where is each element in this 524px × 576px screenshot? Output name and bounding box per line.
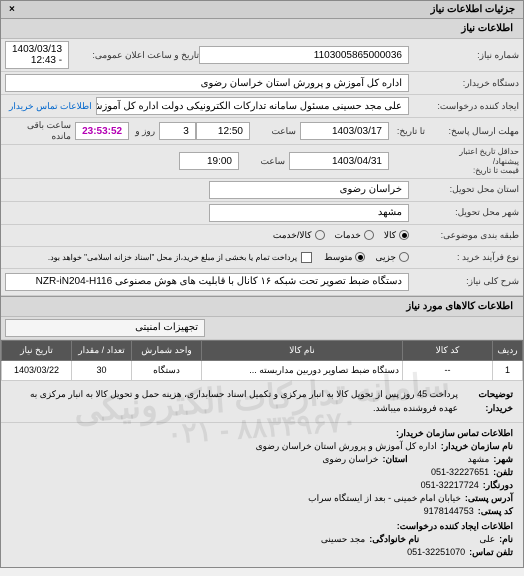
panel-header: جزئیات اطلاعات نیاز × — [1, 1, 523, 19]
description-block: توضیحات خریدار: پرداخت 45 روز پس از تحوی… — [1, 381, 523, 423]
pub-date-field: 1403/03/13 - 12:43 — [5, 41, 69, 69]
treasury-checkbox[interactable] — [301, 252, 312, 263]
info-addr: آدرس پستی:خیابان امام خمینی - بعد از ایس… — [1, 492, 523, 505]
table-row[interactable]: 1 -- دستگاه ضبط تصاویر دوربین مداربسته .… — [2, 360, 523, 380]
col-row: ردیف — [493, 340, 523, 360]
radio-kala[interactable]: کالا — [384, 230, 409, 241]
remain-label: ساعت باقی مانده — [5, 120, 75, 142]
req-no-label: شماره نیاز: — [409, 50, 519, 61]
desc-text: پرداخت 45 روز پس از تحویل کالا به انبار … — [11, 387, 458, 416]
radio-both[interactable]: کالا/خدمت — [273, 230, 325, 241]
category-field: تجهیزات امنیتی — [5, 319, 205, 337]
goods-table: ردیف کد کالا نام کالا واحد شمارش تعداد /… — [1, 340, 523, 381]
row-title: شرح کلی نیاز: دستگاه ضبط تصویر تحت شبکه … — [1, 269, 523, 296]
radio-mid[interactable]: متوسط — [324, 252, 365, 263]
day-label: روز و — [129, 126, 159, 137]
radio-dot-icon — [399, 230, 409, 240]
cell-date: 1403/03/22 — [2, 360, 72, 380]
tab-info[interactable]: اطلاعات نیاز — [1, 19, 523, 39]
title-field: دستگاه ضبط تصویر تحت شبکه ۱۶ کانال با قا… — [5, 273, 409, 291]
close-icon[interactable]: × — [9, 4, 15, 15]
province-label: استان محل تحویل: — [409, 184, 519, 195]
info-post: کد پستی:9178144753 — [1, 505, 523, 518]
contact-link[interactable]: اطلاعات تماس خریدار — [5, 101, 96, 112]
info-fax: دورنگار:051-32217724 — [1, 479, 523, 492]
req-contact-header: اطلاعات ایجاد کننده درخواست: — [397, 521, 513, 532]
radio-dot-icon — [399, 252, 409, 262]
panel-title: جزئیات اطلاعات نیاز — [431, 4, 515, 15]
req-no-field: 1103005865000036 — [199, 46, 409, 64]
cell-unit: دستگاه — [132, 360, 202, 380]
row-budget: طبقه بندی موضوعی: کالا خدمات کالا/خدمت — [1, 225, 523, 247]
process-label: نوع فرآیند خرید : — [409, 252, 519, 263]
province-field: خراسان رضوی — [209, 181, 409, 199]
radio-dot-icon — [315, 230, 325, 240]
info-name: نام:علی نام خانوادگی:مجد حسینی — [1, 533, 523, 546]
row-validity: حداقل تاریخ اعتبار پیشنهاد/قیمت تا تاریخ… — [1, 145, 523, 179]
row-province: استان محل تحویل: خراسان رضوی — [1, 179, 523, 202]
process-radio-group: جزیی متوسط — [324, 252, 409, 263]
row-buyer: دستگاه خریدار: اداره کل آموزش و پرورش اس… — [1, 72, 523, 95]
until-time-field: 12:50 — [196, 122, 250, 140]
radio-dot-icon — [355, 252, 365, 262]
radio-khadamat[interactable]: خدمات — [335, 230, 374, 241]
col-unit: واحد شمارش — [132, 340, 202, 360]
budget-label: طبقه بندی موضوعی: — [409, 230, 519, 241]
valid-time-field: 19:00 — [179, 152, 239, 170]
col-date: تاریخ نیاز — [2, 340, 72, 360]
goods-header: اطلاعات کالاهای مورد نیاز — [1, 296, 523, 317]
info-rtel: تلفن تماس:051-32251070 — [1, 546, 523, 559]
until-date-field: 1403/03/17 — [300, 122, 389, 140]
row-deadline: مهلت ارسال پاسخ: تا تاریخ: 1403/03/17 سا… — [1, 118, 523, 145]
contact-block: اطلاعات تماس سازمان خریدار: نام سازمان خ… — [1, 423, 523, 567]
valid-date-field: 1403/04/31 — [289, 152, 389, 170]
city-field: مشهد — [209, 204, 409, 222]
requester-label: ایجاد کننده درخواست: — [409, 101, 519, 112]
col-name: نام کالا — [202, 340, 403, 360]
category-row: تجهیزات امنیتی — [1, 317, 523, 340]
row-requester: ایجاد کننده درخواست: علی مجد حسینی مسئول… — [1, 95, 523, 118]
col-qty: تعداد / مقدار — [72, 340, 132, 360]
cell-name: دستگاه ضبط تصاویر دوربین مداربسته ... — [202, 360, 403, 380]
until-label: تا تاریخ: — [389, 126, 429, 137]
cell-qty: 30 — [72, 360, 132, 380]
timer-field: 23:53:52 — [75, 122, 129, 140]
buyer-field: اداره کل آموزش و پرورش استان خراسان رضوی — [5, 74, 409, 92]
contact-header: اطلاعات تماس سازمان خریدار: — [396, 428, 513, 439]
row-req-no: شماره نیاز: 1103005865000036 تاریخ و ساع… — [1, 39, 523, 72]
main-panel: جزئیات اطلاعات نیاز × اطلاعات نیاز شماره… — [0, 0, 524, 568]
row-city: شهر محل تحویل: مشهد — [1, 202, 523, 225]
process-note: پرداخت تمام یا بخشی از مبلغ خرید،از محل … — [48, 253, 301, 262]
time-label-1: ساعت — [250, 126, 300, 137]
cell-n: 1 — [493, 360, 523, 380]
budget-radio-group: کالا خدمات کالا/خدمت — [273, 230, 409, 241]
col-code: کد کالا — [403, 340, 493, 360]
validity-label: حداقل تاریخ اعتبار پیشنهاد/قیمت تا تاریخ… — [429, 147, 519, 176]
time-label-2: ساعت — [239, 156, 289, 167]
table-header-row: ردیف کد کالا نام کالا واحد شمارش تعداد /… — [2, 340, 523, 360]
cell-code: -- — [403, 360, 493, 380]
row-process: نوع فرآیند خرید : جزیی متوسط پرداخت تمام… — [1, 247, 523, 269]
buyer-label: دستگاه خریدار: — [409, 78, 519, 89]
info-tel: تلفن:051-32227651 — [1, 466, 523, 479]
info-city-prov: شهر:مشهد استان:خراسان رضوی — [1, 453, 523, 466]
info-org: نام سازمان خریدار:اداره کل آموزش و پرورش… — [1, 440, 523, 453]
radio-dot-icon — [364, 230, 374, 240]
days-field: 3 — [159, 122, 196, 140]
city-label: شهر محل تحویل: — [409, 207, 519, 218]
radio-low[interactable]: جزیی — [375, 252, 409, 263]
deadline-label: مهلت ارسال پاسخ: — [429, 126, 519, 137]
desc-label: توضیحات خریدار: — [458, 387, 513, 416]
title-label: شرح کلی نیاز: — [409, 276, 519, 287]
requester-field: علی مجد حسینی مسئول سامانه تدارکات الکتر… — [96, 97, 409, 115]
pub-date-label: تاریخ و ساعت اعلان عمومی: — [69, 50, 199, 61]
